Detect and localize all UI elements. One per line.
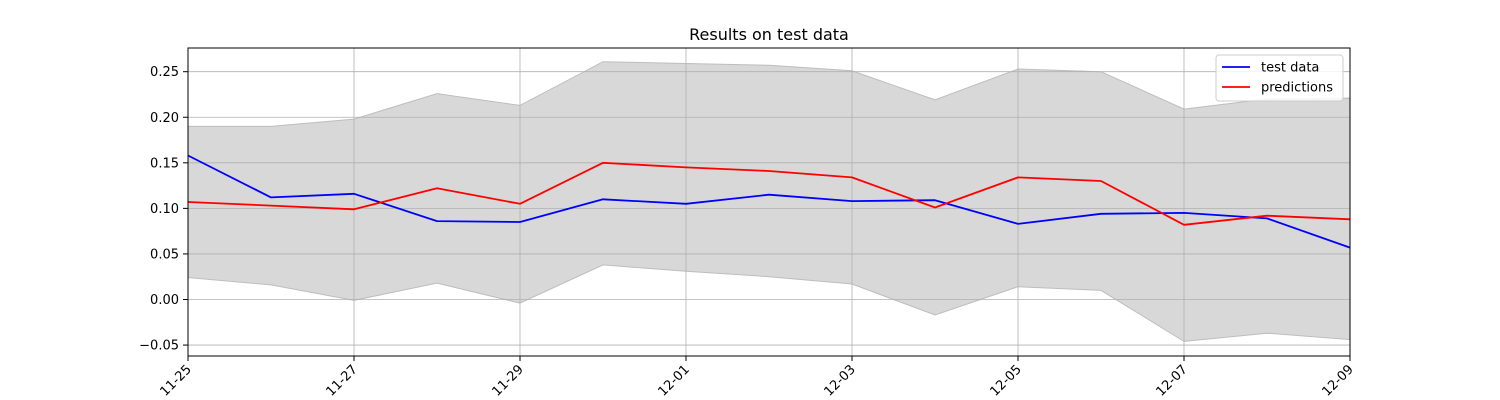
series-line-predictions xyxy=(187,161,1351,226)
y-tick-label: 0.10 xyxy=(150,202,179,217)
legend-label: test data xyxy=(1261,61,1319,76)
y-tick-label: 0.05 xyxy=(150,247,179,262)
series-layer xyxy=(187,154,1351,249)
x-tick-label: 12-07 xyxy=(1154,362,1191,399)
y-tick-label: 0.15 xyxy=(150,156,179,171)
y-tick-label: 0.25 xyxy=(150,65,179,80)
x-tick-label: 12-01 xyxy=(656,362,693,399)
x-tick-label: 12-05 xyxy=(988,362,1025,399)
x-tick-label: 11-27 xyxy=(324,362,361,399)
x-axis-ticks: 11-25 11-27 11-29 12-01 12-03 12-05 12-07 12-09 xyxy=(158,356,1357,400)
x-tick-label: 11-29 xyxy=(490,362,527,399)
legend: test data predictions xyxy=(1215,54,1344,102)
y-tick-label: 0.20 xyxy=(150,111,179,126)
y-tick-label: −0.05 xyxy=(139,339,179,354)
y-tick-label: 0.00 xyxy=(150,293,179,308)
plot-frame xyxy=(187,47,1351,357)
x-tick-label: 12-09 xyxy=(1320,362,1357,399)
y-axis-ticks: −0.05 0.00 0.05 0.10 0.15 0.20 0.25 xyxy=(139,65,188,354)
chart-title: Results on test data xyxy=(689,25,849,44)
x-tick-label: 11-25 xyxy=(158,362,195,399)
x-tick-label: 12-03 xyxy=(822,362,859,399)
legend-label: predictions xyxy=(1261,81,1333,96)
